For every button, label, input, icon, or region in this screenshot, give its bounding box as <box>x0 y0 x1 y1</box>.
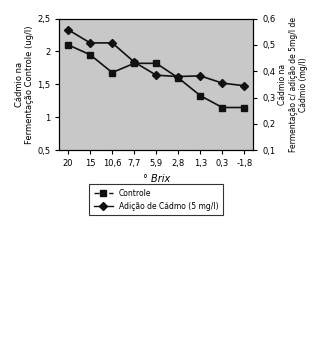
Y-axis label: Cádmio na
Fermentação Controle (ug/l): Cádmio na Fermentação Controle (ug/l) <box>15 25 35 144</box>
X-axis label: ° Brix: ° Brix <box>143 174 170 184</box>
Legend: Controle, Adição de Cádmo (5 mg/l): Controle, Adição de Cádmo (5 mg/l) <box>89 184 223 215</box>
Y-axis label: Cádmio na
Fermentação c/ adição de 5mg/l de
Cádmio (mg/l): Cádmio na Fermentação c/ adição de 5mg/l… <box>278 17 308 152</box>
